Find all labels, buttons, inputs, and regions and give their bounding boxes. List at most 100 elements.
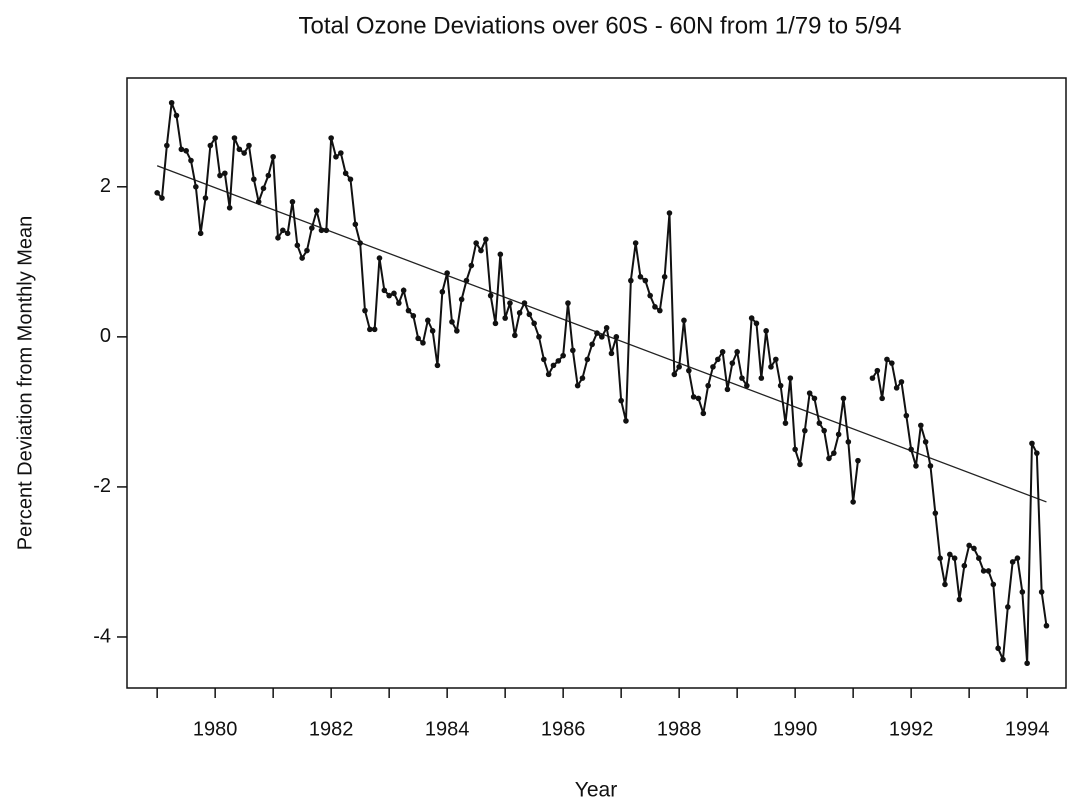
data-point <box>966 542 972 549</box>
data-point <box>821 427 827 434</box>
data-point <box>347 176 354 183</box>
data-point <box>632 240 639 246</box>
chart-title: Total Ozone Deviations over 60S - 60N fr… <box>299 12 902 39</box>
x-axis-label: Year <box>575 779 617 802</box>
data-point <box>763 328 769 334</box>
data-point <box>985 568 992 574</box>
data-point <box>642 277 649 284</box>
data-point <box>729 360 736 366</box>
data-point <box>826 455 832 462</box>
data-point <box>173 112 180 119</box>
data-point <box>164 142 170 149</box>
data-point <box>671 371 678 378</box>
data-point <box>889 360 895 366</box>
data-point <box>507 300 513 306</box>
data-point <box>400 287 407 294</box>
data-point <box>420 340 426 346</box>
data-point <box>516 310 523 316</box>
data-point <box>405 307 412 314</box>
data-point <box>874 367 881 374</box>
data-point <box>918 422 924 429</box>
data-point <box>734 349 740 355</box>
data-point <box>444 270 450 276</box>
data-point <box>715 356 721 363</box>
data-point <box>207 142 214 149</box>
y-tick-label: 2 <box>100 175 111 197</box>
data-point <box>995 645 1001 652</box>
data-point <box>773 356 779 363</box>
data-point <box>623 418 629 424</box>
data-point <box>512 332 518 339</box>
x-tick-label: 1992 <box>889 718 934 740</box>
data-point <box>608 350 615 357</box>
data-point <box>1019 589 1026 595</box>
data-point <box>545 371 552 378</box>
data-point <box>371 326 378 333</box>
data-point <box>478 247 484 254</box>
data-point <box>183 147 189 154</box>
data-point <box>212 135 218 141</box>
data-point <box>304 247 310 254</box>
data-point <box>739 375 745 381</box>
data-point <box>429 328 436 334</box>
data-point <box>768 364 774 370</box>
data-point <box>226 205 233 211</box>
data-point <box>468 262 475 269</box>
data-point <box>845 439 852 445</box>
data-point <box>497 251 504 258</box>
data-point <box>932 510 939 516</box>
data-point <box>1043 622 1050 629</box>
data-point <box>255 199 262 205</box>
data-point <box>686 367 692 374</box>
data-point <box>357 240 363 246</box>
y-tick-label: -2 <box>93 475 111 497</box>
data-point <box>831 450 837 456</box>
data-point <box>971 545 977 552</box>
data-point <box>473 240 479 246</box>
data-point <box>1029 440 1035 447</box>
data-point <box>681 317 687 324</box>
data-point <box>1024 660 1030 667</box>
data-point <box>724 386 731 393</box>
x-tick-label: 1984 <box>425 718 470 740</box>
data-point <box>719 349 726 355</box>
data-point <box>690 394 697 400</box>
data-point <box>502 315 508 321</box>
data-point <box>521 300 528 306</box>
data-point <box>458 296 465 303</box>
data-point <box>280 227 286 234</box>
plot-frame <box>126 77 1067 689</box>
data-point <box>526 311 533 318</box>
data-point <box>922 439 929 445</box>
data-point <box>328 135 334 141</box>
data-point <box>439 289 446 295</box>
data-point <box>637 274 644 280</box>
trend-line <box>156 165 1047 503</box>
data-point <box>202 195 209 201</box>
data-point <box>908 446 914 453</box>
data-point <box>246 142 252 149</box>
data-point <box>565 300 571 306</box>
data-point <box>483 236 489 243</box>
data-point <box>159 195 165 201</box>
data-point <box>425 317 431 324</box>
data-point <box>570 347 576 354</box>
data-point <box>584 356 591 363</box>
data-point <box>1014 555 1021 561</box>
data-point <box>758 375 765 381</box>
x-tick-label: 1994 <box>1005 718 1050 740</box>
data-point <box>937 555 943 561</box>
data-point <box>376 255 383 261</box>
data-point <box>666 210 673 216</box>
data-point <box>956 596 963 603</box>
data-point <box>792 446 798 453</box>
data-point <box>415 335 421 342</box>
data-point <box>1005 604 1011 610</box>
data-point <box>275 235 281 241</box>
data-point <box>289 199 296 205</box>
data-point <box>599 334 605 340</box>
data-point <box>531 320 537 327</box>
data-point <box>1038 589 1045 595</box>
data-point <box>652 304 658 310</box>
data-point <box>367 326 373 333</box>
